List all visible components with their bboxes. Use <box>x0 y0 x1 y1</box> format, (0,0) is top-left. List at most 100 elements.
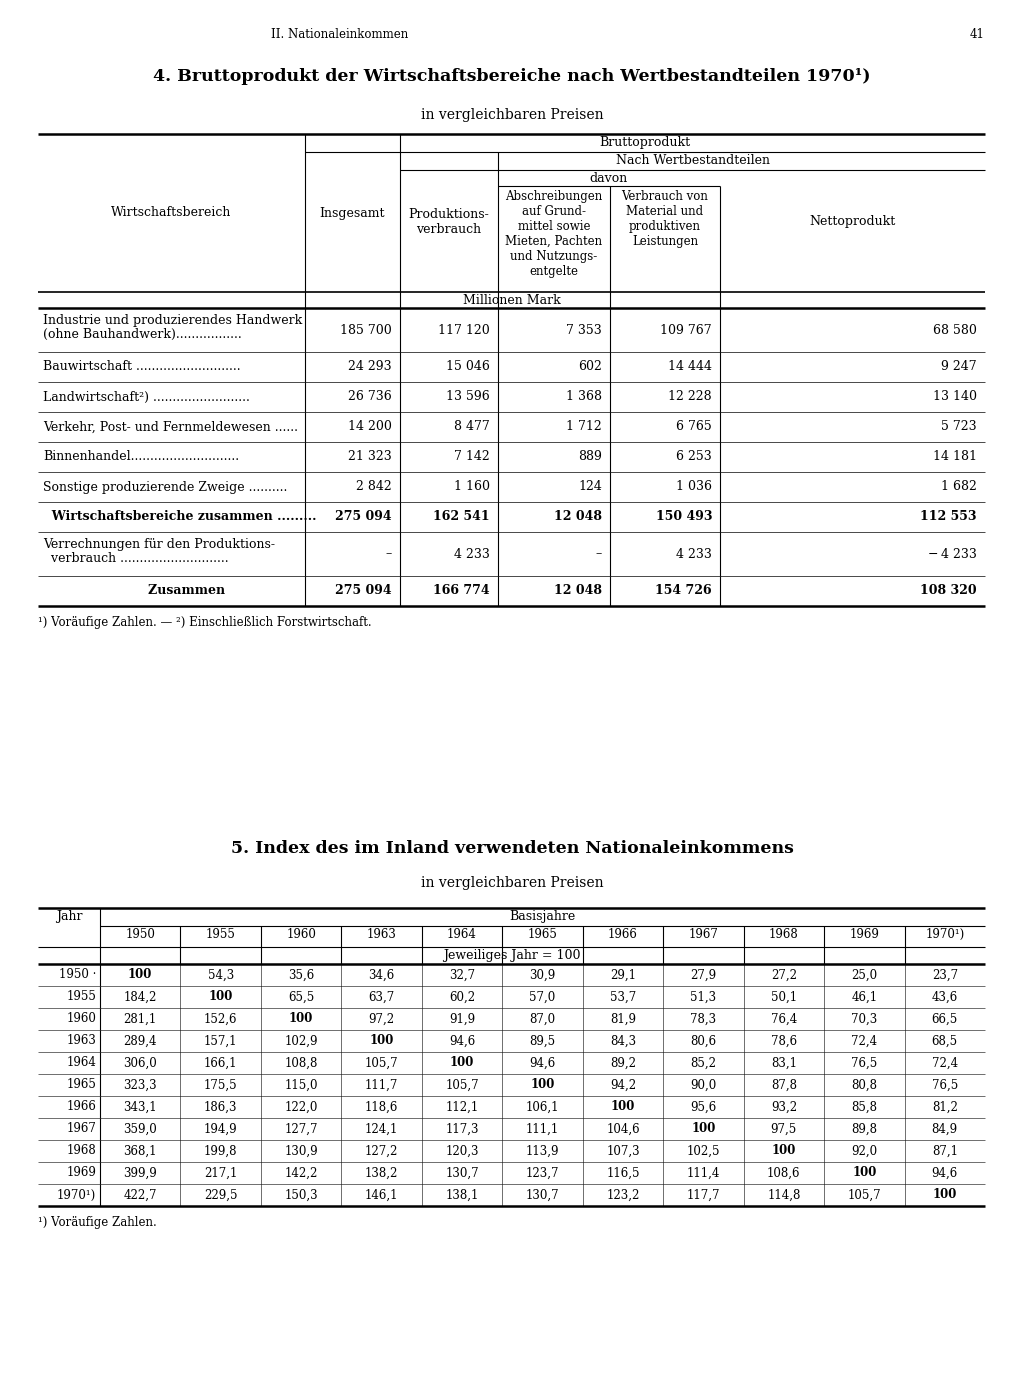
Text: 87,8: 87,8 <box>771 1079 797 1092</box>
Text: 184,2: 184,2 <box>124 990 157 1004</box>
Text: 1964: 1964 <box>67 1056 96 1070</box>
Text: 87,1: 87,1 <box>932 1145 957 1157</box>
Text: 26 736: 26 736 <box>348 390 392 404</box>
Text: 80,6: 80,6 <box>690 1034 717 1048</box>
Text: 54,3: 54,3 <box>208 968 233 982</box>
Text: 102,9: 102,9 <box>285 1034 317 1048</box>
Text: 1963: 1963 <box>67 1034 96 1048</box>
Text: 108,8: 108,8 <box>285 1056 317 1070</box>
Text: 1969: 1969 <box>67 1167 96 1179</box>
Text: 157,1: 157,1 <box>204 1034 238 1048</box>
Text: 399,9: 399,9 <box>123 1167 157 1179</box>
Text: 89,5: 89,5 <box>529 1034 556 1048</box>
Text: Landwirtschaft²) .........................: Landwirtschaft²) .......................… <box>43 390 250 404</box>
Text: 83,1: 83,1 <box>771 1056 797 1070</box>
Text: 111,4: 111,4 <box>687 1167 720 1179</box>
Text: Abschreibungen
auf Grund-
mittel sowie
Mieten, Pachten
und Nutzungs-
entgelte: Abschreibungen auf Grund- mittel sowie M… <box>506 189 603 277</box>
Text: 65,5: 65,5 <box>288 990 314 1004</box>
Text: 1967: 1967 <box>688 928 719 941</box>
Text: 124,1: 124,1 <box>365 1123 398 1135</box>
Text: 138,1: 138,1 <box>445 1189 479 1201</box>
Text: 1955: 1955 <box>206 928 236 941</box>
Text: 60,2: 60,2 <box>449 990 475 1004</box>
Text: 76,4: 76,4 <box>771 1012 797 1026</box>
Text: 281,1: 281,1 <box>124 1012 157 1026</box>
Text: 323,3: 323,3 <box>124 1079 157 1092</box>
Text: 4. Bruttoprodukt der Wirtschaftsbereiche nach Wertbestandteilen 1970¹): 4. Bruttoprodukt der Wirtschaftsbereiche… <box>154 69 870 85</box>
Text: 68 580: 68 580 <box>933 324 977 336</box>
Text: 185 700: 185 700 <box>340 324 392 336</box>
Text: 142,2: 142,2 <box>285 1167 317 1179</box>
Text: 275 094: 275 094 <box>336 585 392 597</box>
Text: 1965: 1965 <box>527 928 557 941</box>
Text: Wirtschaftsbereich: Wirtschaftsbereich <box>112 206 231 220</box>
Text: 23,7: 23,7 <box>932 968 957 982</box>
Text: –: – <box>386 548 392 560</box>
Text: 109 767: 109 767 <box>660 324 712 336</box>
Text: 1968: 1968 <box>67 1145 96 1157</box>
Text: 93,2: 93,2 <box>771 1101 797 1114</box>
Text: 275 094: 275 094 <box>336 511 392 523</box>
Text: 32,7: 32,7 <box>449 968 475 982</box>
Text: 117,3: 117,3 <box>445 1123 479 1135</box>
Text: 100: 100 <box>450 1056 474 1070</box>
Text: 7 142: 7 142 <box>455 450 490 464</box>
Text: 130,7: 130,7 <box>525 1189 559 1201</box>
Text: 85,8: 85,8 <box>851 1101 878 1114</box>
Text: Sonstige produzierende Zweige ..........: Sonstige produzierende Zweige .......... <box>43 481 288 493</box>
Text: 289,4: 289,4 <box>124 1034 157 1048</box>
Text: Jahr: Jahr <box>55 910 82 923</box>
Text: Insgesamt: Insgesamt <box>319 206 385 220</box>
Text: 70,3: 70,3 <box>851 1012 878 1026</box>
Text: 106,1: 106,1 <box>525 1101 559 1114</box>
Text: 50,1: 50,1 <box>771 990 797 1004</box>
Text: 111,7: 111,7 <box>365 1079 398 1092</box>
Text: 123,7: 123,7 <box>525 1167 559 1179</box>
Text: 43,6: 43,6 <box>932 990 957 1004</box>
Text: Produktions-
verbrauch: Produktions- verbrauch <box>409 207 489 236</box>
Text: 194,9: 194,9 <box>204 1123 238 1135</box>
Text: 12 228: 12 228 <box>669 390 712 404</box>
Text: Nach Wertbestandteilen: Nach Wertbestandteilen <box>615 154 769 168</box>
Text: 95,6: 95,6 <box>690 1101 717 1114</box>
Text: 123,2: 123,2 <box>606 1189 640 1201</box>
Text: 104,6: 104,6 <box>606 1123 640 1135</box>
Text: 1 160: 1 160 <box>454 481 490 493</box>
Text: 78,3: 78,3 <box>690 1012 717 1026</box>
Text: 1966: 1966 <box>608 928 638 941</box>
Text: 92,0: 92,0 <box>851 1145 878 1157</box>
Text: 35,6: 35,6 <box>288 968 314 982</box>
Text: 107,3: 107,3 <box>606 1145 640 1157</box>
Text: 1965: 1965 <box>67 1079 96 1092</box>
Text: 68,5: 68,5 <box>932 1034 957 1048</box>
Text: 8 477: 8 477 <box>455 420 490 434</box>
Text: 108,6: 108,6 <box>767 1167 801 1179</box>
Text: Nettoprodukt: Nettoprodukt <box>809 216 896 228</box>
Text: 1 036: 1 036 <box>676 481 712 493</box>
Text: 130,7: 130,7 <box>445 1167 479 1179</box>
Text: 76,5: 76,5 <box>932 1079 957 1092</box>
Text: 1966: 1966 <box>67 1101 96 1114</box>
Text: 14 200: 14 200 <box>348 420 392 434</box>
Text: 34,6: 34,6 <box>369 968 394 982</box>
Text: 306,0: 306,0 <box>123 1056 157 1070</box>
Text: Jeweiliges Jahr = 100: Jeweiliges Jahr = 100 <box>442 949 581 962</box>
Text: in vergleichbaren Preisen: in vergleichbaren Preisen <box>421 108 603 122</box>
Text: 100: 100 <box>610 1101 635 1114</box>
Text: 100: 100 <box>370 1034 394 1048</box>
Text: 12 048: 12 048 <box>554 511 602 523</box>
Text: Basisjahre: Basisjahre <box>509 910 575 923</box>
Text: 97,5: 97,5 <box>771 1123 797 1135</box>
Text: 2 842: 2 842 <box>356 481 392 493</box>
Text: 100: 100 <box>691 1123 716 1135</box>
Text: Binnenhandel............................: Binnenhandel............................ <box>43 450 240 464</box>
Text: 14 181: 14 181 <box>933 450 977 464</box>
Text: 117 120: 117 120 <box>438 324 490 336</box>
Text: 53,7: 53,7 <box>610 990 636 1004</box>
Text: 162 541: 162 541 <box>433 511 490 523</box>
Text: 889: 889 <box>579 450 602 464</box>
Text: verbrauch ............................: verbrauch ............................ <box>43 552 228 566</box>
Text: 122,0: 122,0 <box>285 1101 317 1114</box>
Text: 6 253: 6 253 <box>676 450 712 464</box>
Text: 166,1: 166,1 <box>204 1056 238 1070</box>
